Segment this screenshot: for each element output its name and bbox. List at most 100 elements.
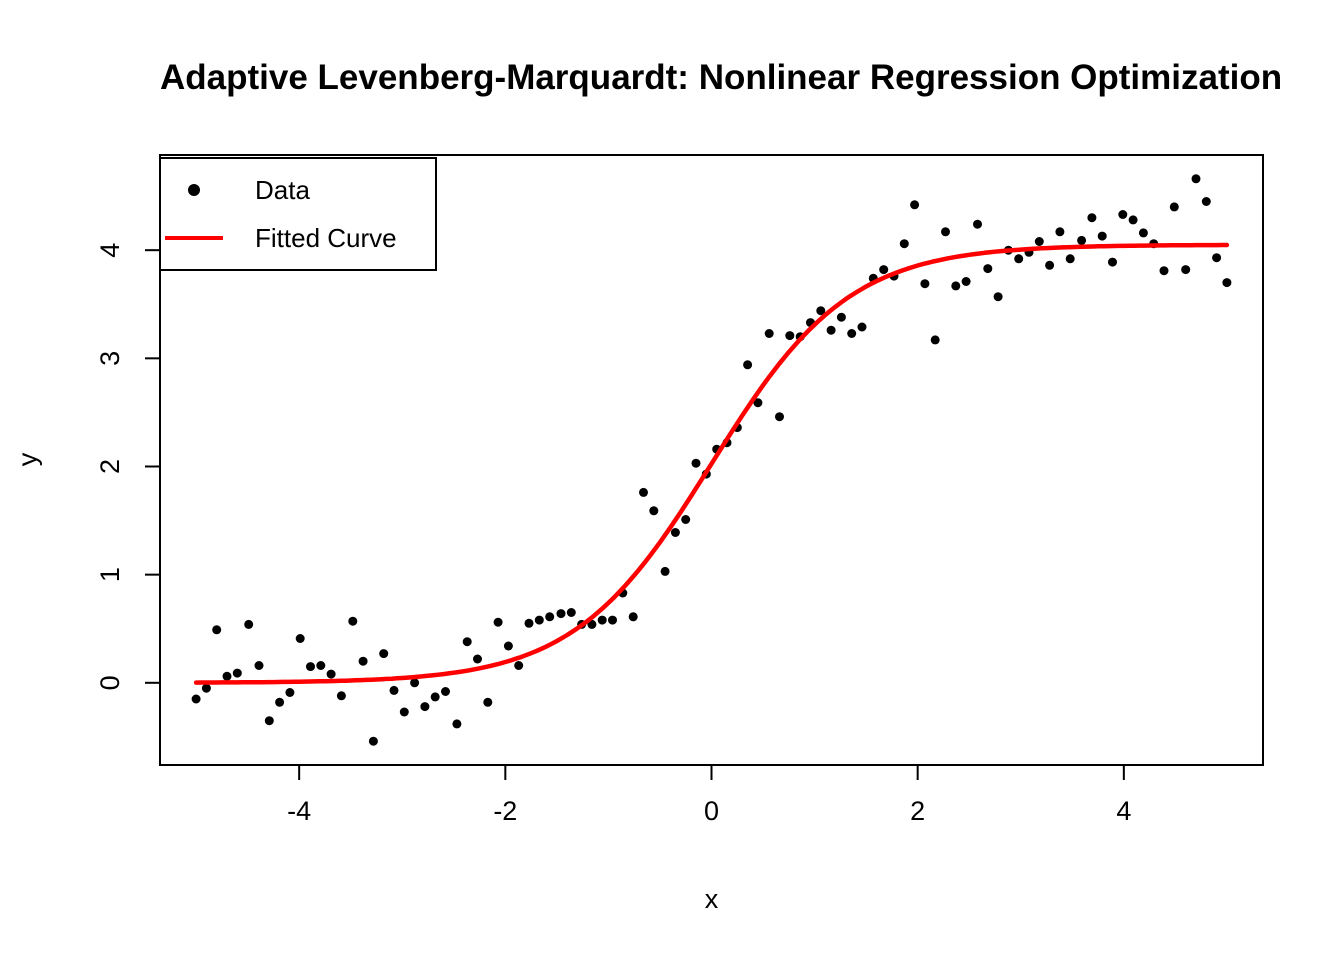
data-point: [545, 612, 555, 622]
legend: Data Fitted Curve: [159, 157, 437, 271]
data-point: [430, 692, 440, 702]
data-point: [212, 625, 222, 635]
data-point: [483, 697, 493, 707]
y-axis-label: y: [12, 452, 43, 467]
y-tick-label: 2: [95, 459, 125, 474]
data-point: [930, 335, 940, 345]
data-point: [1159, 266, 1169, 276]
data-point: [1097, 231, 1107, 241]
x-tick-label: -4: [287, 796, 311, 826]
data-point: [493, 617, 503, 627]
data-point: [534, 615, 544, 625]
data-point: [826, 325, 836, 335]
data-point: [961, 277, 971, 286]
data-point: [1201, 197, 1211, 206]
data-point: [836, 312, 846, 322]
y-axis-ticks: 0 1 2 3 4: [95, 243, 160, 690]
y-tick-label: 0: [95, 675, 125, 690]
data-point: [681, 515, 691, 524]
data-point: [473, 654, 482, 664]
data-point: [879, 265, 889, 275]
data-point: [628, 612, 638, 622]
data-point: [993, 292, 1003, 302]
data-point: [1212, 253, 1222, 263]
data-point: [983, 264, 993, 274]
data-point: [514, 661, 524, 670]
y-tick-label: 4: [95, 243, 125, 258]
x-axis-ticks: -4 -2 0 2 4: [287, 765, 1131, 826]
data-point: [254, 661, 264, 670]
data-point: [503, 641, 513, 651]
data-point: [336, 691, 346, 701]
data-point: [639, 487, 648, 497]
data-point: [1118, 210, 1128, 219]
chart-title: Adaptive Levenberg-Marquardt: Nonlinear …: [160, 58, 1283, 97]
x-tick-label: 4: [1116, 796, 1131, 826]
data-point: [244, 619, 254, 629]
x-tick-label: -2: [493, 796, 517, 826]
data-point: [379, 649, 389, 659]
data-point: [587, 619, 597, 629]
legend-marker-slot: [161, 184, 227, 196]
data-point: [566, 608, 576, 617]
y-tick-label: 1: [95, 567, 125, 582]
data-point: [1077, 235, 1087, 245]
data-point: [951, 281, 961, 291]
data-point: [410, 678, 420, 688]
legend-point-marker: [188, 184, 200, 196]
data-point: [358, 656, 368, 666]
data-point: [1191, 174, 1201, 184]
data-point: [368, 736, 378, 746]
data-point: [232, 668, 242, 678]
data-point: [1108, 257, 1117, 267]
data-point: [691, 458, 701, 468]
x-tick-label: 0: [704, 796, 719, 826]
data-point: [348, 616, 358, 626]
data-point: [306, 662, 315, 672]
legend-line-marker: [165, 236, 223, 240]
data-point: [743, 360, 753, 370]
x-axis-label: x: [704, 884, 719, 914]
data-point: [973, 219, 982, 229]
y-tick-label: 3: [95, 351, 125, 366]
data-point: [1055, 227, 1065, 237]
data-point: [222, 671, 232, 681]
data-point: [452, 719, 462, 729]
data-point: [556, 609, 566, 619]
data-point: [941, 227, 950, 237]
data-point: [899, 239, 909, 249]
data-point: [660, 566, 670, 576]
legend-marker-slot: [161, 236, 227, 240]
data-point: [649, 506, 659, 516]
x-tick-label: 2: [910, 796, 925, 826]
data-point: [524, 618, 534, 628]
data-point: [816, 306, 826, 316]
data-point: [1045, 260, 1055, 270]
data-point: [775, 412, 784, 422]
data-point: [1138, 228, 1148, 238]
fitted-curve-line: [193, 242, 1230, 685]
data-point: [1169, 202, 1179, 212]
data-point: [597, 615, 607, 625]
data-point: [285, 688, 295, 697]
data-point: [785, 331, 795, 341]
data-point: [264, 716, 274, 726]
data-point: [420, 702, 430, 712]
data-point: [1181, 265, 1191, 275]
data-point: [847, 329, 857, 338]
legend-data-label: Data: [255, 174, 310, 205]
data-point: [316, 661, 326, 670]
data-point: [608, 615, 617, 625]
data-point: [1222, 278, 1232, 288]
data-point: [399, 707, 409, 717]
data-point: [1128, 215, 1138, 225]
data-point: [1065, 254, 1075, 264]
data-point: [670, 528, 680, 537]
data-point: [910, 200, 920, 210]
data-point: [191, 694, 201, 704]
legend-curve-label: Fitted Curve: [255, 222, 397, 253]
data-point: [441, 687, 450, 696]
data-point: [201, 683, 211, 693]
